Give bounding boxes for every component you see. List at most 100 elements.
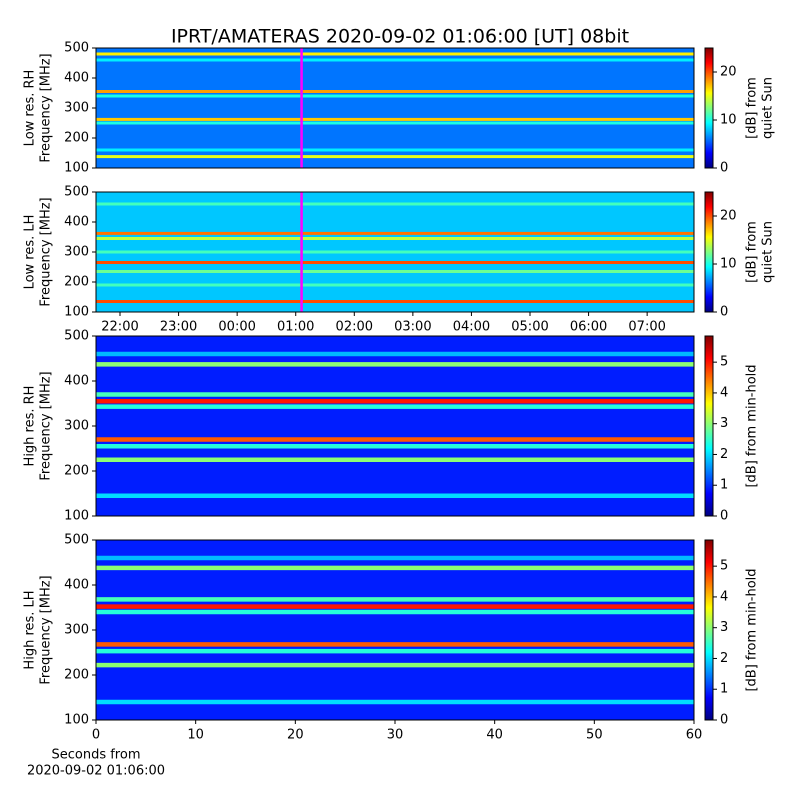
emission-band [96, 555, 694, 561]
emission-band [96, 699, 694, 705]
emission-band [96, 457, 694, 462]
y-tick-label: 200 [64, 668, 89, 683]
colorbar-tick-label: 5 [720, 559, 728, 574]
y-tick-label: 400 [64, 578, 89, 593]
emission-band [96, 609, 694, 615]
y-tick-label: 100 [64, 509, 89, 524]
x-tick-label: 22:00 [101, 320, 138, 335]
emission-band [96, 565, 694, 571]
emission-band [96, 604, 694, 609]
x-tick-label: 07:00 [628, 320, 665, 335]
emission-band [96, 300, 694, 303]
y-axis-label: High res. RH [23, 386, 38, 467]
y-tick-label: 300 [64, 623, 89, 638]
emission-band [96, 270, 694, 273]
colorbar-tick-label: 4 [720, 589, 728, 604]
x-tick-label: 20 [287, 728, 304, 743]
y-tick-label: 100 [64, 305, 89, 320]
colorbar-label: [dB] from [745, 77, 760, 139]
colorbar-tick-label: 0 [720, 161, 728, 176]
colorbar-tick-label: 1 [720, 478, 728, 493]
colorbar-label: quiet Sun [761, 77, 776, 139]
emission-band [96, 52, 694, 56]
y-axis-label: Frequency [MHz] [39, 371, 54, 480]
y-tick-label: 500 [64, 41, 89, 56]
x-axis-label: 2020-09-02 01:06:00 [27, 764, 165, 779]
colorbar-tick-label: 10 [720, 113, 737, 128]
x-tick-label: 00:00 [218, 320, 255, 335]
x-tick-label: 40 [486, 728, 503, 743]
colorbar [704, 191, 714, 313]
x-tick-label: 10 [187, 728, 204, 743]
y-tick-label: 500 [64, 533, 89, 548]
y-axis-label: Frequency [MHz] [39, 575, 54, 684]
y-axis-label: Frequency [MHz] [39, 197, 54, 306]
colorbar-tick-label: 20 [720, 209, 737, 224]
y-tick-label: 500 [64, 185, 89, 200]
emission-band [96, 250, 694, 254]
x-tick-label: 30 [387, 728, 404, 743]
x-tick-label: 01:00 [277, 320, 314, 335]
emission-band [96, 351, 694, 357]
emission-band [96, 493, 694, 498]
y-tick-label: 200 [64, 464, 89, 479]
emission-band [96, 237, 694, 240]
x-tick-label: 50 [586, 728, 603, 743]
y-tick-label: 200 [64, 131, 89, 146]
y-tick-label: 400 [64, 71, 89, 86]
spectrogram-background [96, 48, 694, 168]
colorbar-tick-label: 20 [720, 65, 737, 80]
emission-band [96, 121, 694, 125]
x-tick-label: 06:00 [570, 320, 607, 335]
colorbar-tick-label: 0 [720, 713, 728, 728]
emission-band [96, 662, 694, 668]
y-tick-label: 400 [64, 215, 89, 230]
x-tick-label: 03:00 [394, 320, 431, 335]
colorbar [704, 335, 714, 517]
colorbar-tick-label: 10 [720, 257, 737, 272]
colorbar-tick-label: 4 [720, 385, 728, 400]
colorbar-tick-label: 5 [720, 355, 728, 370]
y-tick-label: 500 [64, 329, 89, 344]
y-axis-label: High res. LH [23, 590, 38, 669]
x-axis-label: Seconds from [51, 748, 140, 763]
y-tick-label: 300 [64, 101, 89, 116]
figure-title: IPRT/AMATERAS 2020-09-02 01:06:00 [UT] 0… [171, 26, 629, 48]
y-tick-label: 100 [64, 161, 89, 176]
emission-band [96, 261, 694, 264]
emission-band [96, 58, 694, 62]
emission-band [96, 642, 694, 647]
colorbar-tick-label: 0 [720, 509, 728, 524]
colorbar [704, 539, 714, 721]
emission-band [96, 437, 694, 442]
y-tick-label: 100 [64, 713, 89, 728]
colorbar-tick-label: 3 [720, 620, 728, 635]
y-tick-label: 400 [64, 374, 89, 389]
emission-band [96, 399, 694, 404]
emission-band [96, 283, 694, 287]
colorbar-label: [dB] from [745, 221, 760, 283]
colorbar-tick-label: 2 [720, 651, 728, 666]
y-tick-label: 200 [64, 275, 89, 290]
y-tick-label: 300 [64, 245, 89, 260]
emission-band [96, 392, 694, 397]
y-axis-label: Low res. RH [23, 70, 38, 147]
y-axis-label: Frequency [MHz] [39, 53, 54, 162]
x-tick-label: 0 [92, 728, 100, 743]
emission-band [96, 231, 694, 235]
emission-band [96, 648, 694, 654]
emission-band [96, 117, 694, 121]
x-tick-label: 60 [686, 728, 703, 743]
emission-band [96, 362, 694, 367]
emission-band [96, 90, 694, 93]
x-tick-label: 05:00 [511, 320, 548, 335]
colorbar-tick-label: 2 [720, 447, 728, 462]
emission-band [96, 444, 694, 449]
emission-band [96, 404, 694, 409]
colorbar-tick-label: 0 [720, 305, 728, 320]
y-axis-label: Low res. LH [23, 215, 38, 290]
x-tick-label: 02:00 [336, 320, 373, 335]
y-tick-label: 300 [64, 419, 89, 434]
emission-band [96, 94, 694, 98]
emission-band [96, 202, 694, 206]
